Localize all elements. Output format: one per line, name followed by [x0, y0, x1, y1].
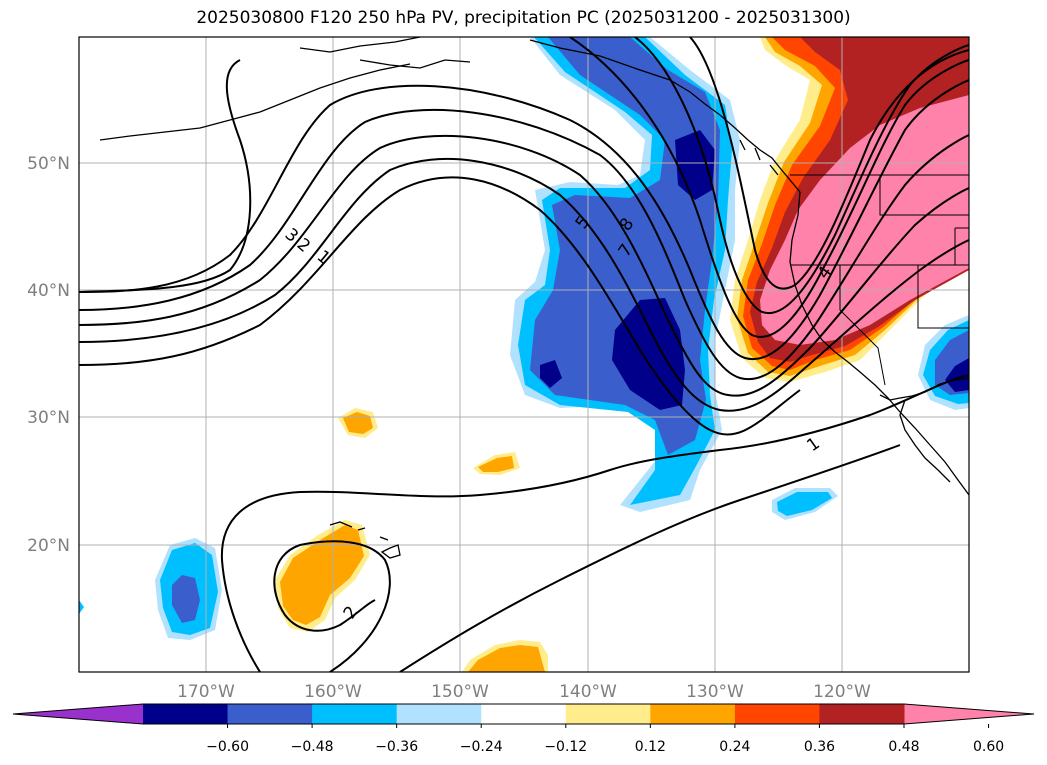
- colorbar-tick-label: 0.24: [719, 739, 750, 755]
- lat-label: 30°N: [27, 408, 70, 428]
- lon-label: 120°W: [813, 682, 871, 702]
- lat-label: 40°N: [27, 281, 70, 301]
- lon-label: 170°W: [177, 682, 235, 702]
- lat-label: 50°N: [27, 154, 70, 174]
- colorbar-tick-label: −0.24: [460, 739, 503, 755]
- lon-label: 160°W: [304, 682, 362, 702]
- lon-label: 140°W: [559, 682, 617, 702]
- colorbar-segment: [734, 704, 820, 724]
- map-plot-area: 3 2 1 5 8 7 1 4 2: [79, 37, 969, 672]
- colorbar-segment: [650, 704, 736, 724]
- colorbar-segment: [819, 704, 905, 724]
- gridlines: [79, 37, 969, 672]
- colorbar-tick-label: 0.36: [804, 739, 835, 755]
- colorbar-segment: [227, 704, 313, 724]
- colorbar-segment: [312, 704, 398, 724]
- colorbar-outline: [12, 703, 1035, 725]
- colorbar-segment: [481, 704, 567, 724]
- colorbar-tick-label: −0.36: [375, 739, 418, 755]
- lon-label: 130°W: [686, 682, 744, 702]
- colorbar-extend-max: [904, 704, 1034, 724]
- negative-precip-anomaly: [79, 37, 969, 640]
- lat-label: 20°N: [27, 536, 70, 556]
- map-title: 2025030800 F120 250 hPa PV, precipitatio…: [196, 8, 851, 28]
- colorbar-segment: [396, 704, 482, 724]
- colorbar-tick-label: −0.12: [544, 739, 587, 755]
- colorbar-tick-label: −0.48: [291, 739, 334, 755]
- colorbar-tick-label: −0.60: [206, 739, 249, 755]
- colorbar-segment: [143, 704, 229, 724]
- map-frame: [78, 36, 970, 673]
- colorbar-extend-min: [13, 704, 143, 724]
- colorbar-tick-label: 0.12: [635, 739, 666, 755]
- coastlines: [99, 37, 969, 559]
- colorbar-tick-label: 0.48: [888, 739, 919, 755]
- colorbar: −0.60 −0.48 −0.36 −0.24 −0.12 0.12 0.24 0.36 0.4…: [12, 703, 1035, 755]
- colorbar-segment: [565, 704, 651, 724]
- longitude-labels: 170°W 160°W 150°W 140°W 130°W 120°W: [177, 682, 871, 702]
- latitude-labels: 50°N 40°N 30°N 20°N: [27, 154, 70, 556]
- colorbar-tick-label: 0.60: [973, 739, 1004, 755]
- pv-contours: [79, 37, 969, 672]
- lon-label: 150°W: [431, 682, 489, 702]
